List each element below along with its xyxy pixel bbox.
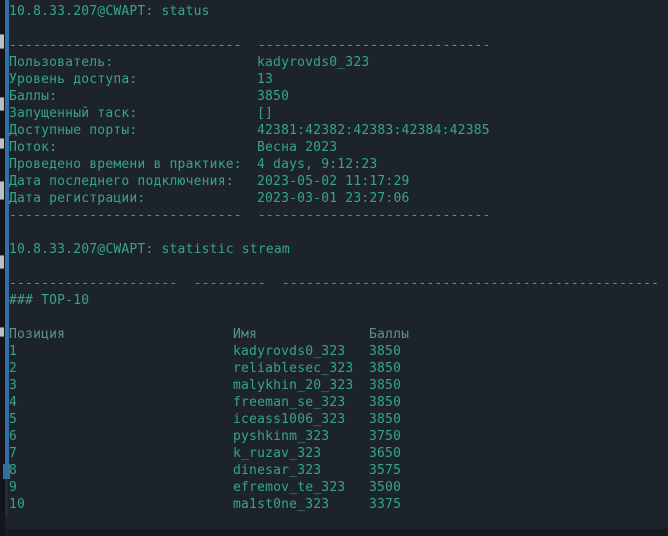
- status-row-points: Баллы: 3850: [9, 88, 668, 105]
- status-label: Пользователь:: [9, 55, 114, 70]
- name-cell: malykhin_20_323: [233, 378, 354, 393]
- score-cell: 3850: [369, 344, 402, 359]
- score-cell: 3850: [369, 395, 402, 410]
- top10-row: 7 k_ruzav_323 3650: [9, 445, 668, 462]
- status-value: 2023-03-01 23:27:06: [257, 191, 410, 206]
- prompt-line-statistic: 10.8.33.207@CWAPT: statistic stream: [9, 242, 290, 257]
- name-cell: kadyrovds0_323: [233, 344, 346, 359]
- status-value: 13: [257, 72, 274, 87]
- top10-row: 4 freeman_se_323 3850: [9, 394, 668, 411]
- status-label: Уровень доступа:: [9, 72, 138, 87]
- score-cell: 3850: [369, 361, 402, 376]
- status-value: kadyrovds0_323: [257, 55, 370, 70]
- window-fragment: [0, 327, 4, 337]
- status-row-registration-date: Дата регистрации: 2023-03-01 23:27:06: [9, 190, 668, 207]
- name-cell: reliablesec_323: [233, 361, 354, 376]
- scrollbar-track[interactable]: [3, 0, 10, 515]
- score-cell: 3375: [369, 497, 402, 512]
- name-cell: efremov_te_323: [233, 480, 346, 495]
- score-cell: 3850: [369, 378, 402, 393]
- rank-cell: 2: [9, 361, 18, 376]
- blank-line: [9, 224, 668, 241]
- separator-line: ----------------------------- ----------…: [9, 38, 491, 53]
- scrollbar-thumb-grip[interactable]: [3, 464, 10, 479]
- top10-header-row: Позиция Имя Баллы: [9, 326, 668, 343]
- column-header-score: Баллы: [369, 327, 410, 342]
- top10-row: 1 kadyrovds0_323 3850: [9, 343, 668, 360]
- status-row-practice-time: Проведено времени в практике: 4 days, 9:1…: [9, 156, 668, 173]
- rank-cell: 7: [9, 446, 18, 461]
- name-cell: ma1st0ne_323: [233, 497, 330, 512]
- scrollbar-thumb[interactable]: [3, 0, 10, 479]
- rank-cell: 9: [9, 480, 18, 495]
- status-row-running-task: Запущенный таск: []: [9, 105, 668, 122]
- status-label: Дата регистрации:: [9, 191, 146, 206]
- top10-row: 9 efremov_te_323 3500: [9, 479, 668, 496]
- top10-row: 3 malykhin_20_323 3850: [9, 377, 668, 394]
- window-fragment: [0, 181, 4, 200]
- rank-cell: 10: [9, 497, 26, 512]
- top10-row: 8 dinesar_323 3575: [9, 462, 668, 479]
- status-row-user: Пользователь: kadyrovds0_323: [9, 54, 668, 71]
- status-value: 2023-05-02 11:17:29: [257, 174, 410, 189]
- column-header-name: Имя: [233, 327, 258, 342]
- status-label: Запущенный таск:: [9, 106, 138, 121]
- blank-line: [9, 20, 668, 37]
- name-cell: dinesar_323: [233, 463, 322, 478]
- terminal-output: 10.8.33.207@CWAPT: status --------------…: [0, 3, 668, 513]
- rank-cell: 4: [9, 395, 18, 410]
- name-cell: pyshkinm_323: [233, 429, 330, 444]
- top10-row: 2 reliablesec_323 3850: [9, 360, 668, 377]
- name-cell: freeman_se_323: [233, 395, 346, 410]
- rank-cell: 3: [9, 378, 18, 393]
- rank-cell: 1: [9, 344, 18, 359]
- desktop-edge-strip: [0, 0, 5, 536]
- prompt-line-status: 10.8.33.207@CWAPT: status: [9, 4, 210, 19]
- top10-heading: ### TOP-10: [9, 293, 90, 308]
- separator-line: --------------------- --------- --------…: [9, 276, 660, 291]
- score-cell: 3650: [369, 446, 402, 461]
- window-fragment: [0, 34, 4, 49]
- rank-cell: 6: [9, 429, 18, 444]
- top10-row: 5 iceass1006_323 3850: [9, 411, 668, 428]
- status-label: Проведено времени в практике:: [9, 157, 242, 172]
- name-cell: k_ruzav_323: [233, 446, 322, 461]
- window-fragment: [0, 97, 4, 111]
- score-cell: 3750: [369, 429, 402, 444]
- status-value: 3850: [257, 89, 290, 104]
- rank-cell: 5: [9, 412, 18, 427]
- status-label: Дата последнего подключения:: [9, 174, 234, 189]
- separator-line: ----------------------------- ----------…: [9, 208, 491, 223]
- status-label: Поток:: [9, 140, 58, 155]
- score-cell: 3500: [369, 480, 402, 495]
- blank-line: [9, 309, 668, 326]
- status-label: Доступные порты:: [9, 123, 138, 138]
- score-cell: 3850: [369, 412, 402, 427]
- top10-row: 6 pyshkinm_323 3750: [9, 428, 668, 445]
- status-value: 42381:42382:42383:42384:42385: [257, 123, 490, 138]
- column-header-position: Позиция: [9, 327, 66, 342]
- status-value: Весна 2023: [257, 140, 338, 155]
- score-cell: 3575: [369, 463, 402, 478]
- window-bottom-edge: [0, 529, 668, 536]
- status-value: 4 days, 9:12:23: [257, 157, 378, 172]
- status-row-last-connection: Дата последнего подключения: 2023-05-02 1…: [9, 173, 668, 190]
- window-fragment: [0, 138, 4, 149]
- status-row-stream: Поток: Весна 2023: [9, 139, 668, 156]
- status-label: Баллы:: [9, 89, 58, 104]
- blank-line: [9, 258, 668, 275]
- status-value: []: [257, 106, 274, 121]
- top10-row: 10 ma1st0ne_323 3375: [9, 496, 668, 513]
- name-cell: iceass1006_323: [233, 412, 346, 427]
- rank-cell: 8: [9, 463, 18, 478]
- status-row-ports: Доступные порты: 42381:42382:42383:42384:…: [9, 122, 668, 139]
- status-row-access-level: Уровень доступа: 13: [9, 71, 668, 88]
- window-fragment: [0, 255, 4, 269]
